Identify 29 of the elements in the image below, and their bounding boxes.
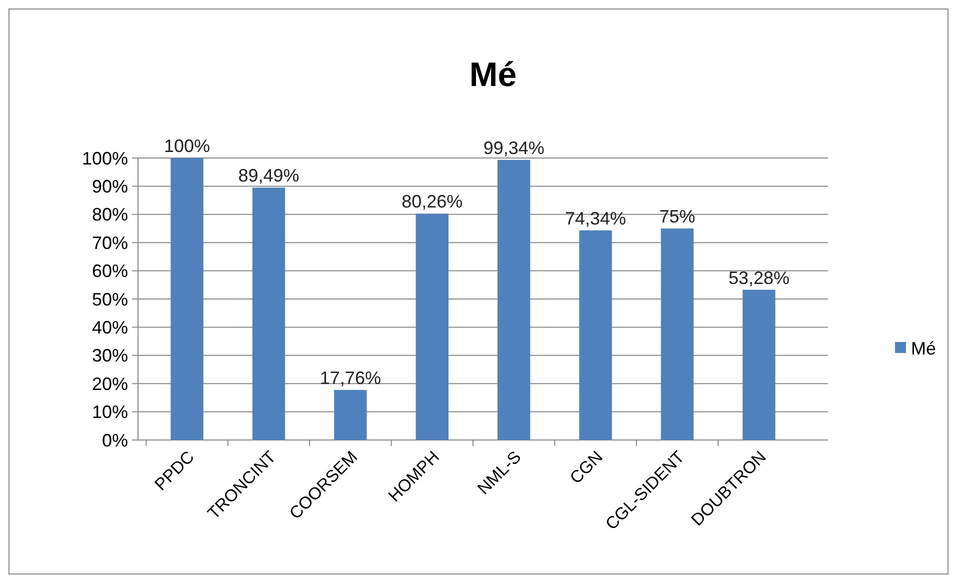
data-label: 99,34% — [483, 138, 544, 158]
bar — [660, 228, 694, 440]
y-tick-label: 80% — [92, 204, 128, 225]
data-label: 75% — [659, 206, 696, 226]
y-tick-label: 20% — [92, 374, 128, 394]
data-label: 53,28% — [728, 268, 790, 288]
y-tick-label: 90% — [92, 176, 128, 196]
data-label: 89,49% — [238, 166, 300, 186]
bar — [170, 158, 204, 440]
bar — [416, 214, 448, 440]
y-tick-label: 30% — [92, 346, 128, 366]
y-tick-label: 50% — [92, 289, 128, 310]
bar — [334, 390, 367, 440]
y-tick-label: 60% — [92, 261, 128, 282]
bar — [498, 160, 530, 440]
chart-title: Mé — [469, 56, 517, 94]
data-label: 74,34% — [565, 208, 626, 228]
data-label: 100% — [164, 136, 210, 156]
legend-label: Mé — [911, 338, 936, 358]
data-label: 80,26% — [402, 192, 463, 212]
y-tick-label: 40% — [92, 318, 128, 338]
y-tick-label: 0% — [102, 430, 128, 450]
bar — [742, 290, 776, 440]
bar — [252, 188, 286, 440]
y-tick-label: 10% — [92, 402, 128, 422]
data-label: 17,76% — [320, 368, 381, 388]
bar — [579, 230, 612, 440]
y-tick-label: 100% — [82, 148, 128, 168]
y-tick-label: 70% — [92, 232, 128, 253]
